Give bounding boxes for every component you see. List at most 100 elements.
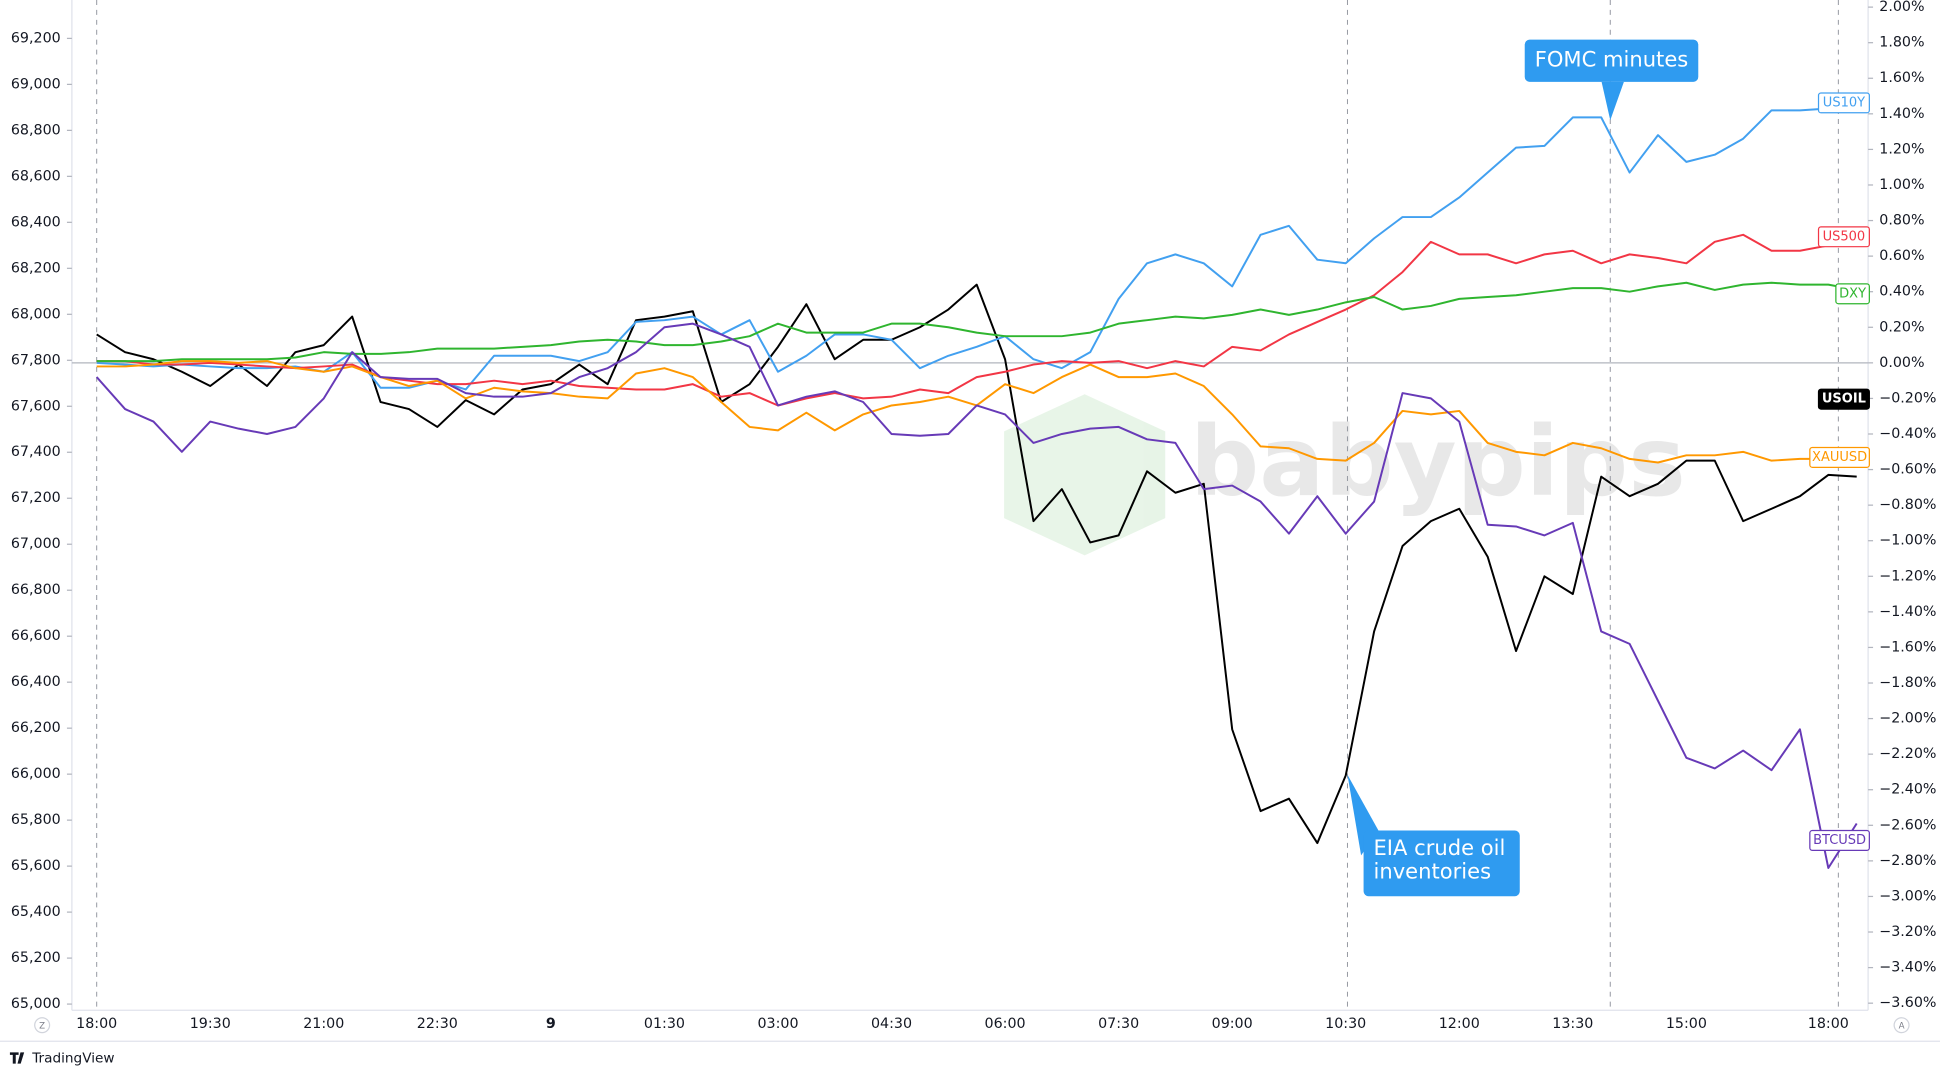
y2-tick-label: 0.20%	[1879, 319, 1924, 335]
y2-tick-label: −1.80%	[1879, 675, 1936, 691]
x-tick-label: 18:00	[1808, 1016, 1849, 1032]
y-tick-label: 67,400	[11, 444, 61, 460]
y-tick-label: 68,800	[11, 122, 61, 138]
x-tick-label: 22:30	[417, 1016, 458, 1032]
series-line	[95, 322, 1858, 869]
x-tick-label: 03:00	[757, 1016, 798, 1032]
x-tick-label: 13:30	[1552, 1016, 1593, 1032]
y-tick-label: 65,400	[11, 904, 61, 920]
y2-tick-label: −2.20%	[1879, 746, 1936, 762]
y-tick-label: 68,400	[11, 214, 61, 230]
legend-label: BTCUSD	[1813, 833, 1866, 848]
y-tick-label: 66,200	[11, 720, 61, 736]
legend-tag	[1817, 92, 1870, 114]
legend-tag	[1809, 829, 1870, 851]
x-tick-label: 06:00	[985, 1016, 1026, 1032]
y2-tick-label: 0.80%	[1879, 213, 1924, 229]
legend-label: DXY	[1839, 286, 1866, 301]
watermark: babypips	[1004, 394, 1686, 556]
y-tick-label: 69,000	[11, 76, 61, 92]
series-line	[96, 281, 1857, 363]
y2-tick-label: 1.20%	[1879, 141, 1924, 157]
scale-button-label[interactable]: Z	[39, 1021, 45, 1031]
y2-tick-label: −3.20%	[1879, 924, 1936, 940]
y2-tick-label: −0.40%	[1879, 426, 1936, 442]
y2-tick-label: −1.60%	[1879, 639, 1936, 655]
y2-tick-label: 1.60%	[1879, 70, 1924, 86]
y-tick-label: 67,800	[11, 352, 61, 368]
legend-tag	[1817, 226, 1870, 248]
y2-tick-label: −1.20%	[1879, 568, 1936, 584]
scale-button[interactable]	[34, 1017, 51, 1034]
y2-tick-label: 2.00%	[1879, 0, 1924, 15]
y2-tick-label: −1.00%	[1879, 533, 1936, 549]
legend-label: US500	[1823, 229, 1866, 244]
plot-area: 65,000 65,200 65,400 65,600 65,800 66,000 66,2…	[11, 0, 1936, 1034]
legend-label: XAUUSD	[1812, 450, 1867, 465]
y2-tick-label: −0.60%	[1879, 462, 1936, 478]
legend-label: USOIL	[1822, 392, 1866, 407]
x-tick-label: 04:30	[871, 1016, 912, 1032]
x-tick-label: 09:00	[1212, 1016, 1253, 1032]
brand-name: TradingView	[31, 1051, 114, 1067]
legend-tag	[1835, 283, 1870, 305]
y-tick-label: 66,400	[11, 674, 61, 690]
x-tick-label: 21:00	[303, 1016, 344, 1032]
annotation-text: FOMC minutes	[1535, 47, 1689, 72]
y-tick-label: 67,200	[11, 490, 61, 506]
y-tick-label: 68,600	[11, 168, 61, 184]
x-tick-label: 07:30	[1098, 1016, 1139, 1032]
legend-tag	[1817, 388, 1870, 410]
y2-tick-label: −2.80%	[1879, 853, 1936, 869]
x-tick-label: 19:30	[190, 1016, 231, 1032]
x-tick-label: 15:00	[1666, 1016, 1707, 1032]
y2-tick-label: −3.60%	[1879, 995, 1936, 1011]
watermark-text: babypips	[1190, 405, 1686, 518]
y2-tick-label: −2.00%	[1879, 711, 1936, 727]
y-tick-label: 68,200	[11, 260, 61, 276]
y-tick-label: 69,200	[11, 30, 61, 46]
annotation-text: EIA crude oil	[1373, 835, 1505, 860]
y2-tick-label: −3.40%	[1879, 960, 1936, 976]
x-tick-label: 18:00	[76, 1016, 117, 1032]
y2-tick-label: −1.40%	[1879, 604, 1936, 620]
annotation-box	[1363, 830, 1520, 897]
legend-label: US10Y	[1823, 95, 1865, 110]
y2-tick-label: 0.60%	[1879, 248, 1924, 264]
y2-tick-label: −2.40%	[1879, 782, 1936, 798]
x-tick-label: 10:30	[1325, 1016, 1366, 1032]
y2-tick-label: −0.20%	[1879, 390, 1936, 406]
y-tick-label: 67,000	[11, 536, 61, 552]
y-tick-label: 65,200	[11, 950, 61, 966]
x-tick-label: 01:30	[644, 1016, 685, 1032]
y2-tick-label: −2.60%	[1879, 817, 1936, 833]
x-tick-label: 12:00	[1439, 1016, 1480, 1032]
y-tick-label: 68,000	[11, 306, 61, 322]
scale-button-label[interactable]: A	[1899, 1021, 1905, 1031]
watermark-logo	[1004, 394, 1166, 556]
brand: TradingView	[9, 1051, 115, 1067]
series-line	[96, 96, 1858, 391]
y2-tick-label: 1.40%	[1879, 106, 1924, 122]
y-tick-label: 66,000	[11, 766, 61, 782]
series-line	[96, 283, 1857, 845]
y2-tick-label: −0.80%	[1879, 497, 1936, 513]
y2-tick-label: 1.80%	[1879, 35, 1924, 51]
x-tick-label: 9	[546, 1016, 556, 1032]
brand-logo	[9, 1052, 25, 1064]
y-tick-label: 65,000	[11, 996, 61, 1012]
y-tick-label: 66,800	[11, 582, 61, 598]
y2-tick-label: 0.00%	[1879, 355, 1924, 371]
y2-tick-label: 0.40%	[1879, 284, 1924, 300]
annotation-pointer	[1601, 81, 1624, 121]
legend-tag	[1809, 446, 1870, 468]
y-tick-label: 65,600	[11, 858, 61, 874]
y-tick-label: 66,600	[11, 628, 61, 644]
scale-button[interactable]	[1893, 1017, 1910, 1034]
annotation-text: inventories	[1373, 859, 1491, 884]
y-tick-label: 65,800	[11, 812, 61, 828]
y2-tick-label: 1.00%	[1879, 177, 1924, 193]
